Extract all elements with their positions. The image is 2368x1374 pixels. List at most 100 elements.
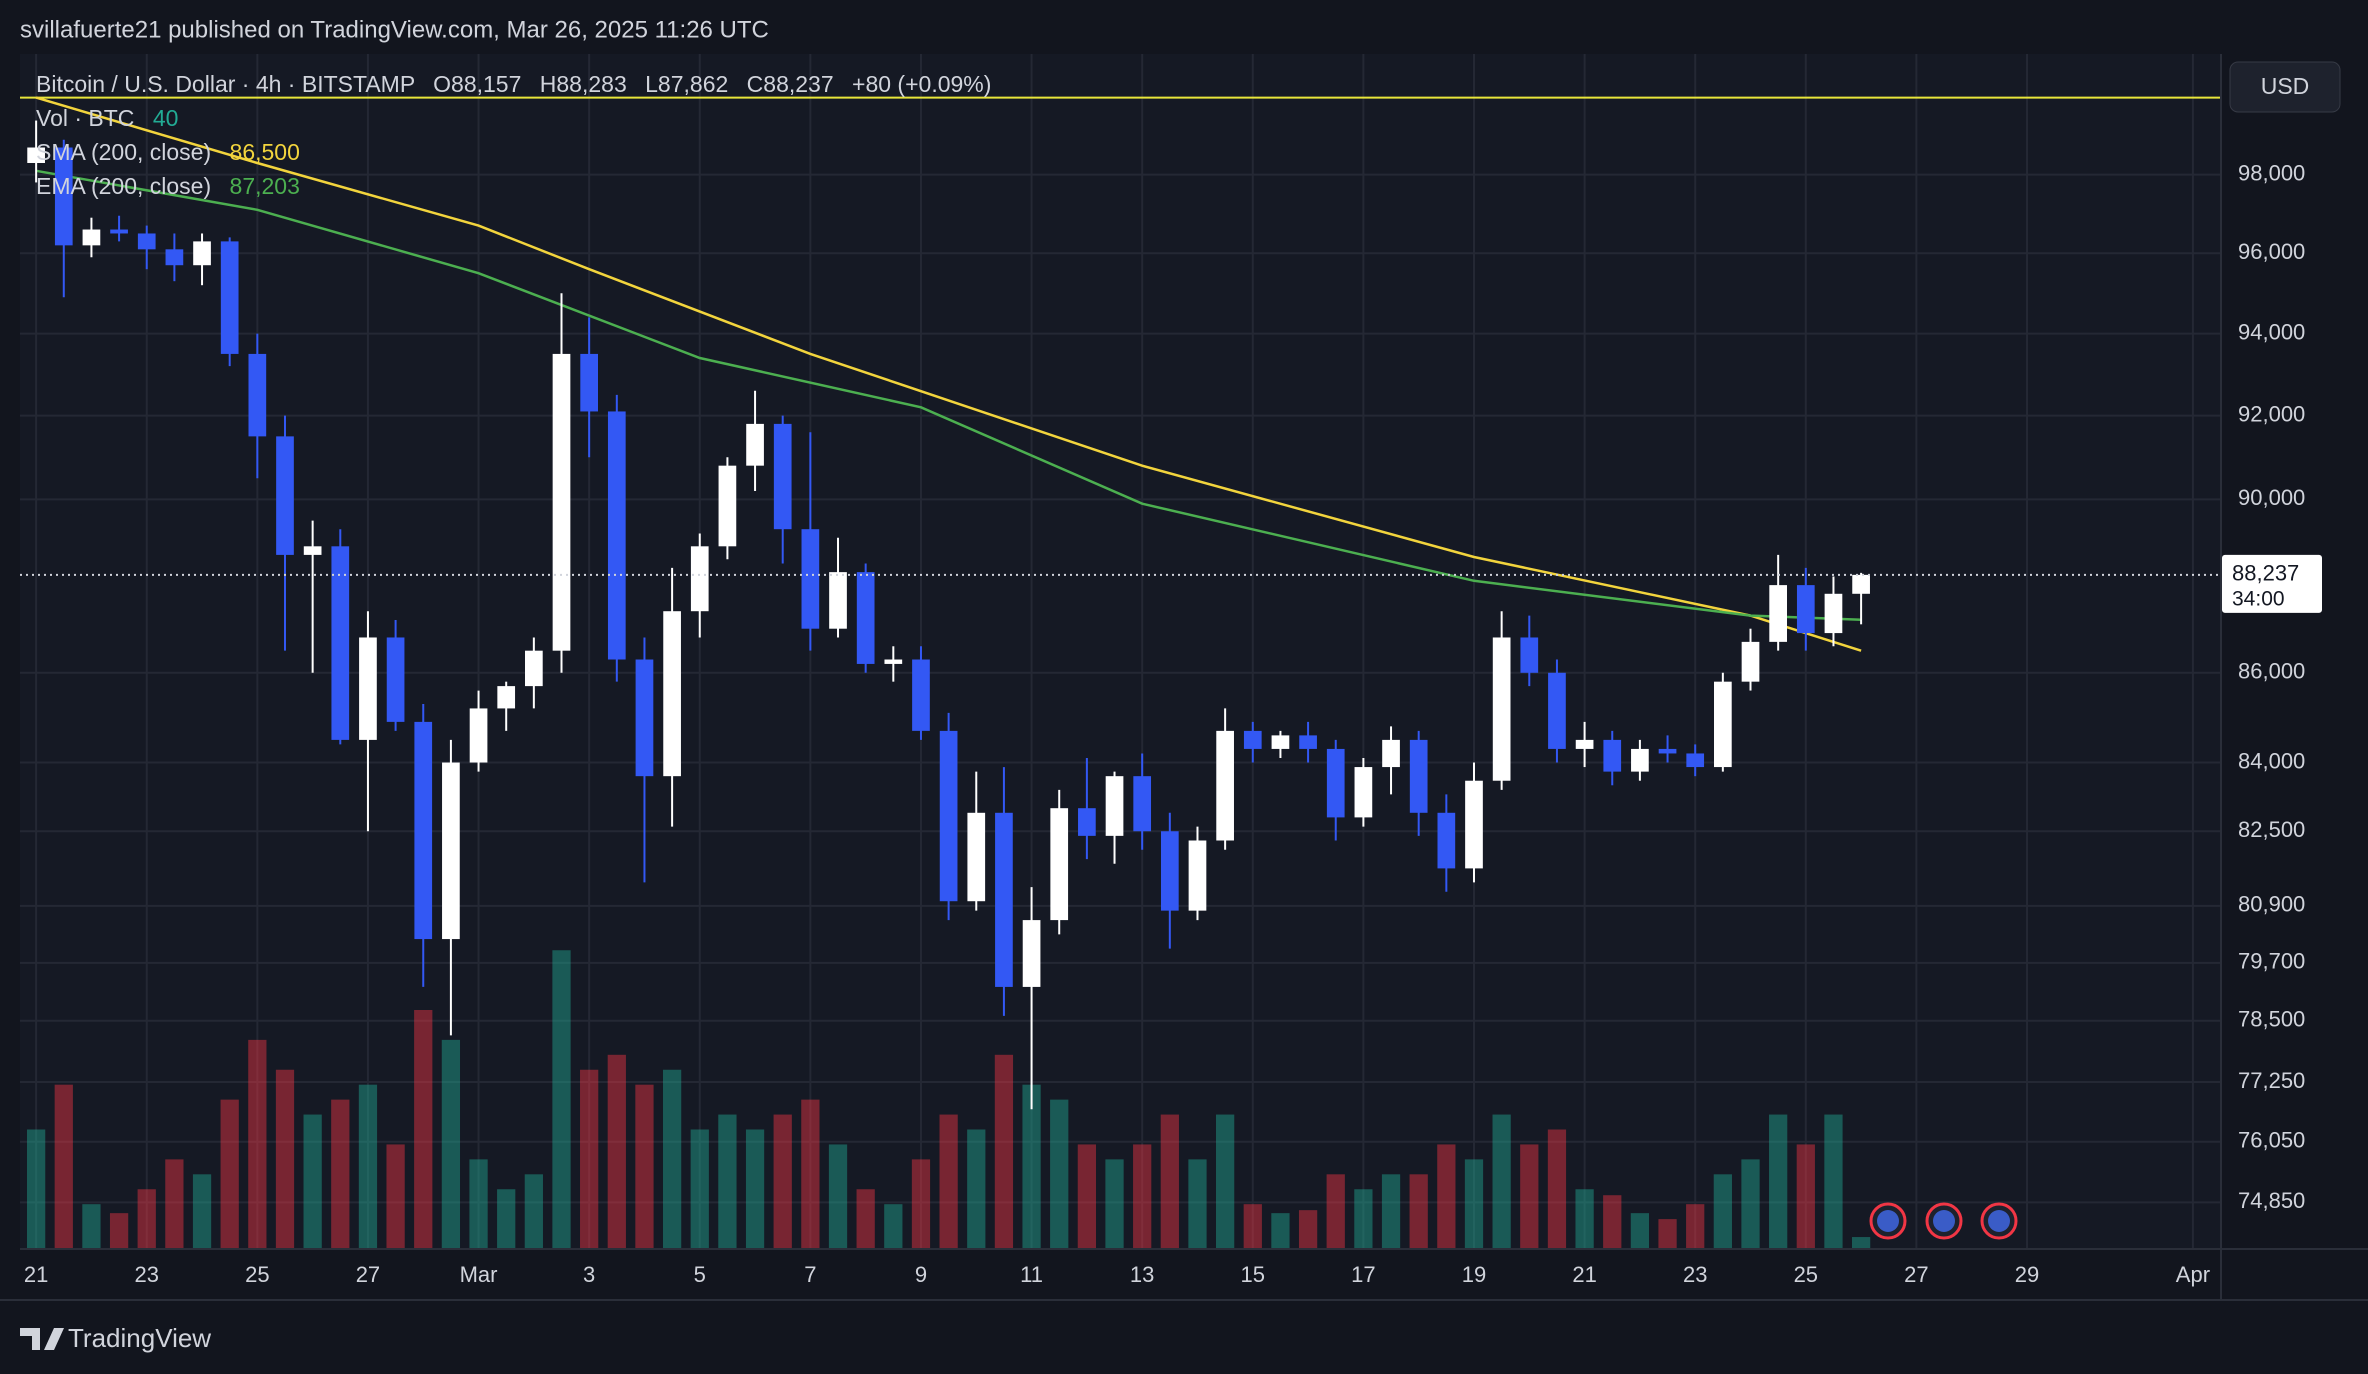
y-tick-label: 90,000 — [2238, 485, 2305, 510]
volume-bar — [1050, 1099, 1069, 1249]
candle-body — [1492, 637, 1511, 781]
volume-bar — [1381, 1174, 1401, 1249]
candle-body — [54, 147, 73, 246]
candle-body — [386, 637, 405, 722]
x-tick-label: 25 — [245, 1262, 269, 1287]
volume-bar — [552, 950, 571, 1249]
volume-bar — [1520, 1144, 1539, 1249]
legend-sma: SMA (200, close) 86,500 — [36, 139, 300, 165]
candle-body — [1465, 780, 1483, 869]
sma-line — [35, 96, 1862, 652]
legend-name: SMA (200, close) — [36, 139, 211, 165]
volume-bar — [524, 1174, 543, 1249]
plot — [20, 54, 2220, 1249]
candle-body — [939, 730, 958, 902]
candle-body — [276, 436, 294, 555]
candle-body — [773, 423, 792, 530]
ema-line — [35, 169, 1862, 622]
currency-button[interactable] — [2229, 61, 2341, 113]
candle-body — [1658, 748, 1677, 754]
candle-body — [1714, 681, 1732, 768]
symbol-title: Bitcoin / U.S. Dollar · 4h · BITSTAMP — [36, 71, 415, 97]
candle-body — [718, 465, 737, 547]
candle-body — [248, 353, 267, 437]
x-tick-label: Apr — [2176, 1262, 2210, 1287]
volume-bar — [82, 1204, 101, 1249]
volume-bar — [358, 1084, 378, 1249]
logo-mark — [20, 1328, 64, 1350]
x-tick-label: 21 — [1572, 1262, 1596, 1287]
volume-bar — [1326, 1174, 1345, 1249]
volume-bar — [1686, 1204, 1705, 1249]
candle-body — [1243, 730, 1262, 749]
x-tick-label: 3 — [583, 1262, 595, 1287]
volume-bar — [939, 1114, 958, 1249]
volume-bar — [1492, 1114, 1511, 1249]
candle-body — [690, 546, 709, 612]
x-tick-label: 23 — [1683, 1262, 1707, 1287]
legend: Bitcoin / U.S. Dollar · 4h · BITSTAMP O8… — [36, 71, 991, 199]
candle-body — [442, 762, 460, 940]
legend-value: 40 — [153, 105, 179, 131]
candle-body — [912, 659, 930, 731]
y-tick-label: 98,000 — [2238, 160, 2305, 185]
candle-body — [1520, 637, 1539, 673]
volume-bar — [1741, 1159, 1760, 1249]
candle-body — [1603, 739, 1622, 772]
x-tick-label: 7 — [804, 1262, 816, 1287]
x-tick-label: 15 — [1241, 1262, 1265, 1287]
volume-bar — [1824, 1114, 1843, 1249]
volume-bar — [497, 1189, 516, 1249]
legend-ema: EMA (200, close) 87,203 — [36, 173, 300, 199]
x-tick-label: 27 — [356, 1262, 380, 1287]
volume-bar — [1298, 1210, 1318, 1249]
volume-bar — [1105, 1159, 1124, 1249]
legend-value: 87,203 — [230, 173, 300, 199]
volume-bar — [1133, 1144, 1152, 1249]
candle-body — [1852, 574, 1870, 594]
currency-label[interactable]: USD — [2261, 73, 2310, 99]
candle-body — [414, 721, 433, 940]
volume-bar — [994, 1054, 1014, 1249]
candle-body — [359, 637, 377, 740]
price-change: +80 (+0.09%) — [852, 71, 991, 97]
x-tick-label: 29 — [2015, 1262, 2039, 1287]
volume-bar — [1354, 1189, 1373, 1249]
ohlc-open: O88,157 — [433, 71, 521, 97]
volume-bar — [27, 1129, 46, 1249]
volume-bar — [801, 1099, 820, 1249]
legend-value: 86,500 — [230, 139, 300, 165]
candle-body — [635, 659, 654, 777]
y-tick-label: 84,000 — [2238, 748, 2305, 773]
volume-bar — [386, 1144, 405, 1249]
volume-bar — [275, 1069, 295, 1249]
event-flag-icon — [1988, 1210, 2010, 1232]
volume-bar — [635, 1084, 654, 1249]
candle-body — [1160, 831, 1179, 911]
x-tick-label: 23 — [134, 1262, 158, 1287]
candle-body — [1382, 739, 1400, 768]
candle-body — [607, 411, 626, 660]
volume-bar — [1575, 1189, 1594, 1249]
volume-bar — [469, 1159, 488, 1249]
volume-bar — [856, 1189, 875, 1249]
candle-body — [1409, 739, 1428, 813]
candle-body — [1271, 735, 1290, 749]
volume-bar — [911, 1159, 931, 1249]
candle-body — [884, 659, 903, 664]
last-price-box — [2222, 554, 2322, 613]
legend-name: EMA (200, close) — [36, 173, 211, 199]
volume-bar — [1077, 1144, 1097, 1249]
volume-bar — [109, 1213, 129, 1249]
candle-body — [1050, 808, 1069, 921]
y-tick-label: 92,000 — [2238, 401, 2305, 426]
volume-bar — [967, 1129, 986, 1249]
volume-bar — [1022, 1084, 1041, 1249]
plot-area — [20, 54, 2220, 1249]
candle-body — [552, 353, 571, 651]
volume-bar — [884, 1204, 903, 1249]
candle-body — [1437, 812, 1456, 869]
volume-bar — [1713, 1174, 1732, 1249]
candle-body — [303, 546, 322, 555]
